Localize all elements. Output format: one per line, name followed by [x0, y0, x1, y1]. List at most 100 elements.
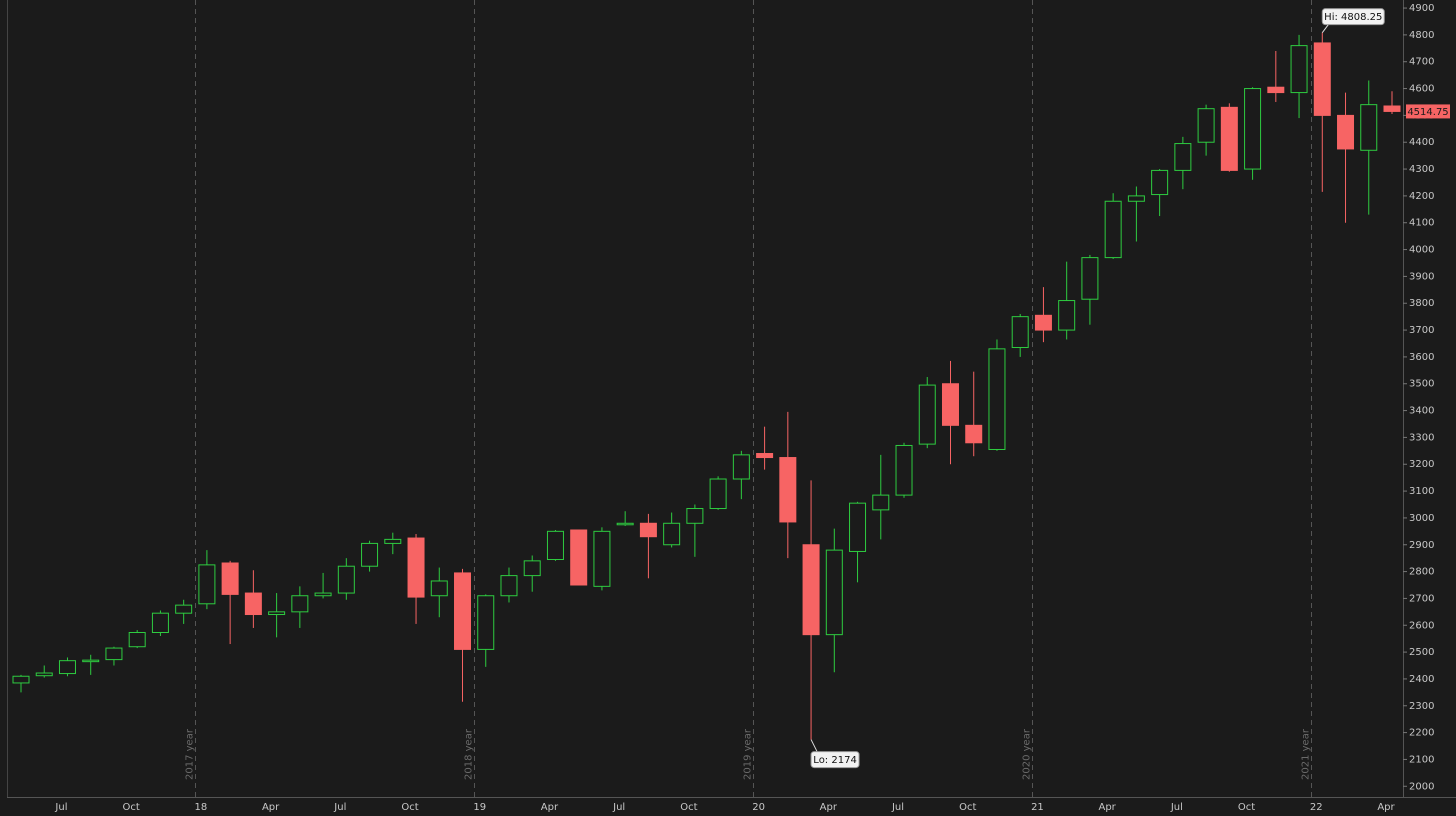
candle-body — [1220, 106, 1238, 171]
candle-body — [756, 453, 774, 459]
candle-body — [430, 580, 448, 597]
y-tick-label: 2900 — [1409, 540, 1434, 551]
y-tick-label: 4600 — [1409, 84, 1434, 95]
candle-body — [802, 544, 820, 636]
x-tick-label: Apr — [1098, 802, 1116, 813]
candle-body — [686, 508, 704, 524]
candle-body — [454, 572, 472, 650]
year-marker-label: 2019 year — [743, 728, 754, 780]
low-label: Lo: 2174 — [813, 755, 857, 766]
x-tick-label: Apr — [1377, 802, 1395, 813]
candle-body — [105, 647, 123, 661]
y-tick-label: 3700 — [1409, 325, 1434, 336]
candle-body — [128, 632, 146, 648]
candle-body — [58, 660, 76, 675]
y-tick-label: 2800 — [1409, 567, 1434, 578]
x-tick-label: Jul — [54, 802, 67, 813]
candle-body — [872, 494, 890, 511]
candle-body — [918, 384, 936, 445]
year-marker-label: 2017 year — [185, 728, 196, 780]
candle-body — [1081, 257, 1099, 300]
candle-body — [825, 549, 843, 636]
x-tick-label: 22 — [1310, 802, 1323, 813]
y-tick-label: 3600 — [1409, 352, 1434, 363]
year-marker-label: 2018 year — [464, 728, 475, 780]
candle-body — [221, 562, 239, 595]
x-tick-label: Apr — [262, 802, 280, 813]
y-tick-label: 2000 — [1409, 781, 1434, 792]
candle-body — [895, 444, 913, 496]
high-label-box — [1321, 8, 1385, 26]
y-tick-label: 3800 — [1409, 298, 1434, 309]
x-tick-label: Apr — [541, 802, 559, 813]
candle-body — [849, 502, 867, 552]
y-tick-label: 4700 — [1409, 57, 1434, 68]
x-tick-label: Jul — [891, 802, 904, 813]
candle-body — [732, 454, 750, 480]
candle-body — [1313, 42, 1331, 116]
year-marker-label: 2020 year — [1022, 728, 1033, 780]
candle-body — [407, 537, 425, 598]
x-tick-label: 18 — [195, 802, 208, 813]
y-tick-label: 2400 — [1409, 674, 1434, 685]
candle-body — [616, 522, 634, 526]
y-tick-label: 4900 — [1409, 3, 1434, 14]
candle-body — [477, 595, 495, 650]
last-price-label: 4514.75 — [1407, 107, 1448, 118]
candle-body — [1151, 169, 1169, 196]
y-tick-label: 3000 — [1409, 513, 1434, 524]
candle-body — [1174, 143, 1192, 171]
candle-body — [1244, 88, 1262, 170]
y-tick-label: 4800 — [1409, 30, 1434, 41]
candle-body — [500, 575, 518, 597]
y-tick-label: 2700 — [1409, 593, 1434, 604]
candle-body — [546, 530, 564, 561]
candle-body — [1267, 86, 1285, 94]
high-label: Hi: 4808.25 — [1324, 12, 1382, 23]
y-tick-label: 3200 — [1409, 459, 1434, 470]
candle-body — [1337, 114, 1355, 150]
y-tick-label: 4200 — [1409, 191, 1434, 202]
y-tick-label: 3500 — [1409, 379, 1434, 390]
candle-body — [709, 478, 727, 510]
candle-body — [12, 675, 30, 684]
x-tick-label: Jul — [333, 802, 346, 813]
candle-body — [175, 604, 193, 614]
y-tick-label: 2200 — [1409, 728, 1434, 739]
x-tick-label: Oct — [1238, 802, 1255, 813]
y-tick-label: 2500 — [1409, 647, 1434, 658]
x-tick-label: 20 — [752, 802, 765, 813]
y-tick-label: 2100 — [1409, 754, 1434, 765]
candle-body — [337, 565, 355, 594]
candle-body — [35, 672, 53, 677]
low-label-pointer — [810, 739, 818, 752]
candle-body — [1127, 195, 1145, 202]
candle-body — [570, 529, 588, 586]
y-tick-label: 3400 — [1409, 406, 1434, 417]
candle-body — [291, 595, 309, 613]
y-tick-label: 3100 — [1409, 486, 1434, 497]
candle-body — [1104, 200, 1122, 259]
y-tick-label: 3900 — [1409, 271, 1434, 282]
candle-body — [1034, 314, 1052, 331]
y-tick-label: 4400 — [1409, 137, 1434, 148]
candle-body — [593, 530, 611, 587]
candle-body — [268, 611, 286, 616]
candle-body — [198, 564, 216, 605]
y-tick-label: 2300 — [1409, 701, 1434, 712]
candle-body — [384, 538, 402, 544]
candle-body — [663, 522, 681, 546]
x-tick-label: Jul — [1170, 802, 1183, 813]
y-tick-label: 4000 — [1409, 245, 1434, 256]
candle-body — [314, 592, 332, 597]
x-tick-label: Jul — [612, 802, 625, 813]
y-tick-label: 2600 — [1409, 620, 1434, 631]
candle-body — [988, 348, 1006, 450]
x-tick-label: Apr — [820, 802, 838, 813]
year-marker-label: 2021 year — [1301, 728, 1312, 780]
candle-body — [523, 560, 541, 577]
candle-body — [779, 457, 797, 523]
candle-body — [1197, 108, 1215, 143]
